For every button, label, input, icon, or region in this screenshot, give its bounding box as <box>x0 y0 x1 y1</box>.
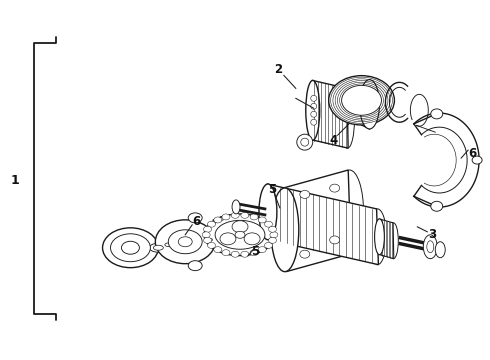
Ellipse shape <box>435 242 445 258</box>
Ellipse shape <box>311 119 317 125</box>
Ellipse shape <box>250 250 258 256</box>
Polygon shape <box>267 184 378 265</box>
Ellipse shape <box>311 111 317 117</box>
Ellipse shape <box>232 221 248 233</box>
Polygon shape <box>312 80 348 148</box>
Ellipse shape <box>360 80 379 129</box>
Text: 6: 6 <box>468 147 476 159</box>
Ellipse shape <box>231 212 239 218</box>
Ellipse shape <box>311 103 317 109</box>
Text: 6: 6 <box>192 215 200 228</box>
Ellipse shape <box>301 138 309 146</box>
Ellipse shape <box>214 247 222 253</box>
Ellipse shape <box>231 251 239 257</box>
Ellipse shape <box>208 221 216 227</box>
Ellipse shape <box>423 235 437 259</box>
Ellipse shape <box>329 76 394 125</box>
Ellipse shape <box>215 220 265 249</box>
Ellipse shape <box>297 134 313 150</box>
Ellipse shape <box>235 231 245 238</box>
Ellipse shape <box>188 261 202 271</box>
Ellipse shape <box>250 214 258 220</box>
Ellipse shape <box>203 237 212 243</box>
Ellipse shape <box>300 190 310 198</box>
Ellipse shape <box>341 88 355 148</box>
Ellipse shape <box>214 217 222 223</box>
Ellipse shape <box>165 243 172 247</box>
Ellipse shape <box>258 217 266 223</box>
Ellipse shape <box>222 214 230 220</box>
Ellipse shape <box>265 242 272 248</box>
Ellipse shape <box>202 232 210 238</box>
Ellipse shape <box>111 234 150 262</box>
Ellipse shape <box>427 241 434 253</box>
Ellipse shape <box>102 228 158 268</box>
Ellipse shape <box>155 220 215 264</box>
Ellipse shape <box>168 230 202 254</box>
Ellipse shape <box>178 237 192 247</box>
Ellipse shape <box>161 241 175 248</box>
Ellipse shape <box>389 223 398 259</box>
Ellipse shape <box>149 243 167 252</box>
Ellipse shape <box>241 251 249 257</box>
Ellipse shape <box>265 221 272 227</box>
Polygon shape <box>379 219 394 259</box>
Text: 5: 5 <box>251 245 259 258</box>
Text: 3: 3 <box>428 228 436 241</box>
Ellipse shape <box>269 237 276 243</box>
Ellipse shape <box>205 237 216 243</box>
Ellipse shape <box>241 212 249 218</box>
Ellipse shape <box>431 109 443 119</box>
Ellipse shape <box>336 170 364 254</box>
Ellipse shape <box>122 241 140 254</box>
Ellipse shape <box>208 242 216 248</box>
Ellipse shape <box>342 85 382 115</box>
Ellipse shape <box>258 247 266 253</box>
Ellipse shape <box>269 226 276 232</box>
Ellipse shape <box>472 156 482 164</box>
Polygon shape <box>283 170 351 272</box>
Ellipse shape <box>306 80 319 140</box>
Text: 1: 1 <box>10 174 19 186</box>
Ellipse shape <box>311 95 317 101</box>
Text: 4: 4 <box>330 134 338 147</box>
Ellipse shape <box>188 213 202 223</box>
Ellipse shape <box>300 250 310 258</box>
Ellipse shape <box>216 234 224 238</box>
Ellipse shape <box>153 245 163 250</box>
Ellipse shape <box>368 209 387 265</box>
Ellipse shape <box>270 232 278 238</box>
Ellipse shape <box>204 214 276 256</box>
Ellipse shape <box>431 201 443 211</box>
Ellipse shape <box>244 233 260 245</box>
Ellipse shape <box>222 250 230 256</box>
Ellipse shape <box>330 236 340 244</box>
Text: 2: 2 <box>274 63 282 76</box>
Ellipse shape <box>203 226 212 232</box>
Ellipse shape <box>271 188 299 272</box>
Ellipse shape <box>208 238 213 241</box>
Text: 5: 5 <box>268 184 276 197</box>
Ellipse shape <box>330 184 340 192</box>
Ellipse shape <box>374 219 384 255</box>
Ellipse shape <box>232 200 240 214</box>
Ellipse shape <box>219 235 222 237</box>
Ellipse shape <box>259 184 277 240</box>
Ellipse shape <box>220 233 236 245</box>
